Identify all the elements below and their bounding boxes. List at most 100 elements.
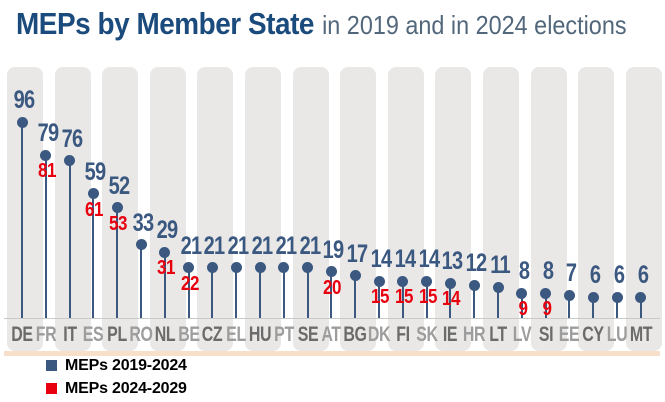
value-2024-label: 15 (418, 286, 437, 309)
country-label: SI (538, 323, 553, 346)
lollipop-stem (592, 297, 595, 318)
value-2024-label: 81 (37, 160, 56, 183)
country-label: IE (443, 323, 458, 346)
value-2019-label: 21 (227, 231, 249, 260)
value-2019-label: 12 (465, 249, 487, 278)
value-2019-label: 21 (299, 231, 320, 260)
data-point-2019 (302, 262, 314, 274)
value-2019-label: 6 (637, 261, 649, 290)
background-stripe (387, 67, 424, 351)
value-2019-label: 14 (418, 245, 439, 274)
country-label: DK (367, 323, 391, 346)
data-point-2019 (64, 155, 76, 167)
lollipop-stem (639, 297, 642, 318)
value-2019-label: 7 (566, 259, 577, 288)
value-2024-label: 9 (518, 298, 528, 321)
legend-label-2019: MEPs 2019-2024 (65, 356, 187, 374)
country-label: LV (512, 323, 532, 346)
data-point-2019 (587, 291, 599, 303)
x-axis-line (4, 318, 660, 319)
country-label: PL (107, 323, 128, 346)
country-label: FI (396, 323, 410, 346)
background-stripe (435, 67, 472, 351)
value-2019-label: 76 (61, 124, 82, 153)
country-label: PT (273, 323, 294, 346)
background-stripe (340, 67, 377, 351)
lollipop-stem (116, 207, 119, 318)
lollipop-stem (401, 281, 404, 318)
value-2019-label: 21 (275, 231, 297, 260)
data-point-2019 (40, 149, 52, 161)
background-stripe (7, 67, 43, 351)
background-stripe (483, 67, 519, 351)
data-point-2019 (183, 262, 195, 274)
country-label: HR (463, 323, 486, 346)
legend-item-2019: MEPs 2019-2024 (46, 354, 187, 377)
data-point-2019 (254, 262, 266, 274)
value-2024-label: 15 (370, 286, 390, 309)
country-label: AT (321, 323, 342, 346)
country-label: LU (606, 323, 628, 346)
lollipop-stem (68, 160, 71, 318)
background-stripe (245, 67, 281, 351)
value-2019-label: 96 (13, 86, 35, 115)
country-label: HU (248, 323, 272, 346)
value-2019-label: 21 (251, 231, 273, 260)
lollipop-stem (21, 122, 23, 318)
legend-item-2024: MEPs 2024-2029 (46, 377, 187, 400)
country-label: RO (129, 323, 153, 346)
data-point-2019 (349, 270, 361, 282)
country-label: BE (177, 323, 200, 346)
legend-label-2024: MEPs 2024-2029 (65, 379, 187, 397)
value-2019-label: 21 (180, 231, 201, 260)
value-2024-label: 9 (542, 298, 552, 321)
lollipop-stem (163, 252, 166, 318)
value-2024-label: 14 (442, 288, 461, 311)
lollipop-stem (354, 275, 357, 318)
lollipop-stem (425, 281, 428, 318)
value-2019-label: 79 (37, 119, 59, 148)
country-label: SK (415, 323, 438, 346)
country-label: BG (343, 323, 368, 346)
background-stripe (530, 67, 567, 351)
value-2019-label: 19 (323, 235, 344, 264)
value-2019-label: 59 (85, 157, 106, 186)
country-label: NL (154, 323, 176, 346)
background-stripe (292, 67, 329, 351)
lollipop-stem (282, 267, 285, 318)
lollipop-stem (378, 281, 380, 318)
country-label: EL (226, 323, 247, 346)
data-point-2019 (16, 116, 28, 128)
data-point-2019 (468, 279, 480, 291)
value-2024-label: 15 (394, 286, 413, 309)
data-point-2019 (444, 277, 456, 289)
value-2019-label: 14 (394, 245, 416, 274)
data-point-2019 (111, 202, 123, 214)
background-stripe (149, 67, 186, 351)
value-2024-label: 22 (180, 272, 199, 295)
lollipop-stem (44, 155, 47, 318)
country-label: EE (559, 323, 580, 346)
data-point-2019 (230, 262, 242, 274)
data-point-2019 (421, 275, 433, 287)
value-2024-label: 53 (109, 212, 128, 235)
value-2024-label: 31 (156, 257, 175, 280)
value-2019-label: 52 (108, 171, 130, 200)
background-stripe (54, 67, 91, 351)
country-label: CZ (202, 323, 223, 346)
legend-swatch-2019 (46, 360, 57, 371)
lollipop-stem (187, 267, 190, 318)
data-point-2019 (159, 246, 171, 258)
country-label: ES (83, 323, 104, 346)
background-stripe (625, 67, 662, 351)
lollipop-stem (520, 293, 523, 318)
data-point-2019 (135, 239, 147, 251)
country-label: IT (62, 323, 77, 346)
value-2019-label: 29 (156, 216, 178, 245)
data-point-2019 (325, 266, 337, 278)
lollipop-stem (140, 244, 142, 318)
data-point-2019 (540, 287, 552, 299)
value-2019-label: 13 (442, 247, 463, 276)
data-point-2019 (373, 275, 385, 287)
